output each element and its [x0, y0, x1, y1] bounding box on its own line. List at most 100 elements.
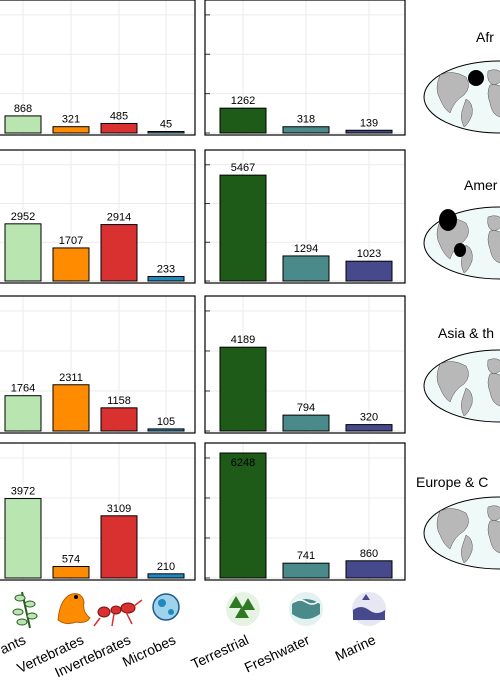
- data-label: 4189: [231, 334, 255, 346]
- bar: [52, 566, 90, 579]
- panel-border: [204, 149, 406, 284]
- bar: [52, 384, 90, 432]
- data-label: 105: [157, 416, 175, 428]
- data-label: 318: [297, 114, 315, 126]
- forest-tree: [229, 596, 243, 608]
- ant-segment: [120, 602, 136, 614]
- data-label: 860: [360, 548, 378, 560]
- bar: [147, 428, 185, 432]
- bar: [219, 452, 267, 579]
- data-label: 2952: [11, 211, 35, 223]
- taxa-panel-1: 868 321 485 45: [0, 0, 196, 136]
- x-tick-label: Terrestrial: [189, 631, 251, 671]
- forest-icon: [226, 592, 260, 626]
- bar: [345, 424, 393, 432]
- bar: [219, 346, 267, 432]
- map-land: [487, 84, 500, 118]
- panel-border: [0, 295, 196, 434]
- plant-leaf: [12, 608, 24, 616]
- bar: [52, 247, 90, 282]
- map-highlight: [439, 209, 457, 231]
- plant-leaf: [24, 600, 36, 608]
- data-label: 1707: [59, 235, 83, 247]
- map-land: [436, 72, 469, 114]
- bar: [219, 107, 267, 134]
- map-highlight: [454, 243, 466, 257]
- map-land: [487, 505, 500, 522]
- ant-leg: [125, 611, 133, 625]
- forest-tree: [241, 598, 255, 610]
- freshwater-icon: [289, 592, 323, 626]
- realm-panel-2: 5467 1294 1023: [204, 149, 406, 284]
- ant-icon: [93, 599, 143, 627]
- bar: [219, 174, 267, 282]
- data-label: 3972: [11, 486, 35, 498]
- bar: [147, 131, 185, 134]
- taxa-panel-3: 1764 2311 1158 105: [0, 295, 196, 434]
- map-highlight: [468, 70, 484, 86]
- panel-border: [204, 0, 406, 136]
- bar: [147, 275, 185, 282]
- bar: [4, 395, 42, 432]
- microbe-organelle: [168, 609, 174, 615]
- ant-leg: [133, 599, 143, 607]
- map-land: [461, 534, 473, 564]
- bar: [100, 407, 138, 432]
- data-label: 3109: [107, 503, 131, 515]
- map-land: [487, 373, 500, 407]
- bar: [345, 560, 393, 579]
- marine-water: [353, 607, 385, 620]
- region-title: Afr: [476, 29, 494, 45]
- freshwater-wave: [293, 599, 319, 605]
- data-label: 321: [62, 114, 80, 126]
- bar: [345, 260, 393, 282]
- region-map-1: Afr: [423, 29, 500, 134]
- realm-panel-4: 6248 741 860: [204, 442, 406, 581]
- marine-icon: [352, 592, 386, 626]
- realm-panel-1: 1262 318 139: [204, 0, 406, 136]
- panel-border: [204, 442, 406, 581]
- realm-panel-3: 4189 794 320: [204, 295, 406, 434]
- plant-leaf: [14, 594, 26, 602]
- microbe-icon: [152, 593, 180, 621]
- panels: 868 321 485 45 1262 318 139 2952 1707 2914 233 5467…: [0, 0, 406, 581]
- region-maps: Afr Amer Asia & th Europe & C: [416, 29, 500, 570]
- data-label: 1764: [11, 383, 35, 395]
- x-tick-label: Marine: [332, 631, 378, 664]
- map-land: [461, 387, 473, 417]
- forest-tree: [235, 606, 249, 618]
- data-label: 320: [360, 412, 378, 424]
- region-title: Amer: [464, 177, 498, 193]
- bar: [4, 115, 42, 134]
- map-land: [436, 361, 469, 403]
- data-label: 485: [110, 110, 128, 122]
- region-map-4: Europe & C: [416, 474, 500, 570]
- frog-body: [57, 593, 91, 625]
- panel-border: [0, 149, 196, 284]
- ant-leg: [111, 613, 115, 627]
- bar: [4, 498, 42, 579]
- data-label: 574: [62, 554, 80, 566]
- data-label: 6248: [231, 457, 255, 469]
- bar: [100, 224, 138, 282]
- plant-leaf: [26, 612, 38, 620]
- bar: [4, 223, 42, 282]
- plant-leaf: [16, 618, 28, 626]
- map-land: [436, 508, 469, 550]
- ant-segment: [110, 605, 122, 615]
- x-tick-label: ants: [0, 631, 28, 657]
- data-label: 1294: [294, 243, 318, 255]
- map-land: [487, 358, 500, 375]
- panel-border: [204, 295, 406, 434]
- map-land: [487, 69, 500, 86]
- map-land: [461, 98, 473, 128]
- bar: [100, 122, 138, 134]
- data-label: 5467: [231, 162, 255, 174]
- x-tick-label: Freshwater: [242, 631, 313, 675]
- data-label: 1262: [231, 95, 255, 107]
- bar: [282, 255, 330, 282]
- data-label: 233: [157, 263, 175, 275]
- data-label: 2914: [107, 212, 131, 224]
- data-label: 1158: [107, 395, 131, 407]
